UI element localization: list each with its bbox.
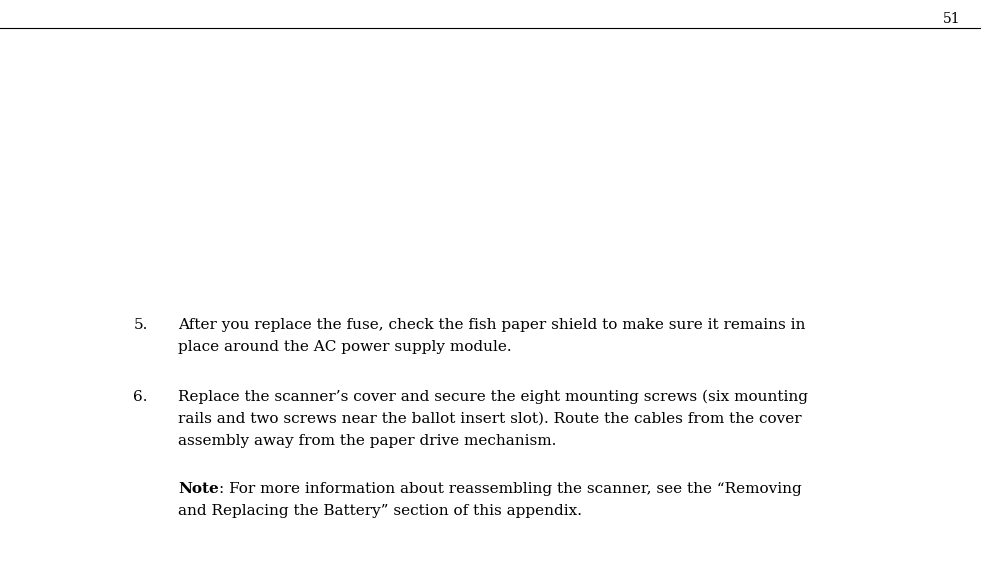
Text: and Replacing the Battery” section of this appendix.: and Replacing the Battery” section of th… (178, 504, 582, 518)
Text: place around the AC power supply module.: place around the AC power supply module. (178, 340, 512, 354)
Text: : For more information about reassembling the scanner, see the “Removing: : For more information about reassemblin… (219, 482, 801, 496)
Text: After you replace the fuse, check the fish paper shield to make sure it remains : After you replace the fuse, check the fi… (178, 318, 805, 332)
Text: rails and two screws near the ballot insert slot). Route the cables from the cov: rails and two screws near the ballot ins… (178, 412, 801, 426)
Text: 51: 51 (943, 12, 960, 26)
Text: 6.: 6. (133, 390, 148, 404)
Text: assembly away from the paper drive mechanism.: assembly away from the paper drive mecha… (178, 434, 556, 448)
Text: Replace the scanner’s cover and secure the eight mounting screws (six mounting: Replace the scanner’s cover and secure t… (178, 390, 808, 404)
Text: Note: Note (178, 482, 219, 496)
Text: 5.: 5. (133, 318, 148, 332)
